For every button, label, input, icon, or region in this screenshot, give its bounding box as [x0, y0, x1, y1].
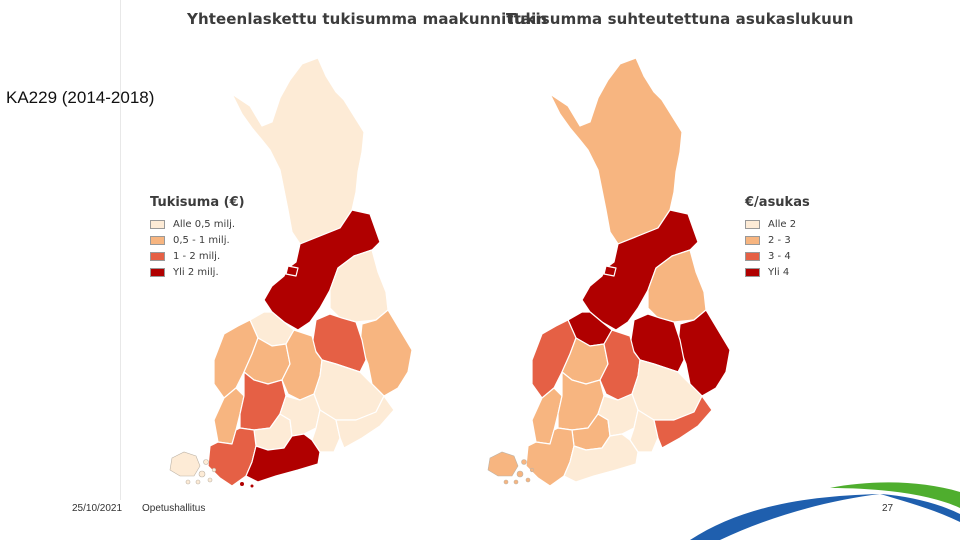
legend-row: 2 - 3	[745, 232, 810, 248]
legend-label: 0,5 - 1 milj.	[173, 234, 230, 246]
legend-row: Yli 2 milj.	[150, 264, 245, 280]
region-hailuoto	[603, 265, 617, 277]
legend-row: 1 - 2 milj.	[150, 248, 245, 264]
region-paijat-hame	[279, 393, 321, 437]
legend-swatch	[745, 219, 760, 229]
region-paijat-hame	[597, 393, 639, 437]
legend-label: 3 - 4	[768, 250, 791, 262]
legend-label: 1 - 2 milj.	[173, 250, 221, 262]
legend-row: 0,5 - 1 milj.	[150, 232, 245, 248]
region-hailuoto	[285, 265, 299, 277]
footer-organization: Opetushallitus	[142, 503, 206, 514]
region-uusimaa	[245, 433, 321, 483]
region-north-karelia	[359, 309, 413, 397]
region-north-ostrobothnia	[263, 209, 381, 331]
legend-swatch	[150, 235, 165, 245]
right-archipelago	[487, 451, 535, 485]
vertical-divider	[120, 0, 121, 500]
legend-row: Alle 2	[745, 216, 810, 232]
footer-date: 25/10/2021	[72, 503, 123, 514]
region-uusimaa	[563, 433, 639, 483]
legend-swatch	[150, 219, 165, 229]
region-south-karelia	[653, 395, 713, 449]
page-number: 27	[882, 503, 894, 514]
legend-label: Yli 2 milj.	[173, 266, 219, 278]
region-lapland	[549, 57, 683, 245]
right-map-title: Tukisumma suhteutettuna asukaslukuun	[506, 10, 854, 28]
slide-title: KA229 (2014-2018)	[6, 88, 155, 107]
legend-label: Yli 4	[768, 266, 790, 278]
legend-label: Alle 2	[768, 218, 797, 230]
legend-swatch	[150, 267, 165, 277]
left-map-title: Yhteenlaskettu tukisumma maakunnittain	[187, 10, 548, 28]
region-south-karelia	[335, 395, 395, 449]
region-north-karelia	[677, 309, 731, 397]
left-coast-islands	[240, 482, 254, 488]
legend-swatch	[745, 267, 760, 277]
legend-swatch	[745, 251, 760, 261]
right-map-legend: €/asukas Alle 2 2 - 3 3 - 4 Yli 4	[745, 195, 810, 280]
legend-swatch	[150, 251, 165, 261]
region-lapland	[231, 57, 365, 245]
left-map-legend: Tukisuma (€) Alle 0,5 milj. 0,5 - 1 milj…	[150, 195, 245, 280]
legend-row: 3 - 4	[745, 248, 810, 264]
legend-swatch	[745, 235, 760, 245]
legend-row: Alle 0,5 milj.	[150, 216, 245, 232]
legend-label: Alle 0,5 milj.	[173, 218, 236, 230]
legend-label: 2 - 3	[768, 234, 791, 246]
left-archipelago	[169, 451, 217, 485]
region-north-ostrobothnia	[581, 209, 699, 331]
swoosh-logo	[690, 482, 960, 540]
legend-row: Yli 4	[745, 264, 810, 280]
legend-title: Tukisuma (€)	[150, 195, 245, 210]
legend-title: €/asukas	[745, 195, 810, 210]
